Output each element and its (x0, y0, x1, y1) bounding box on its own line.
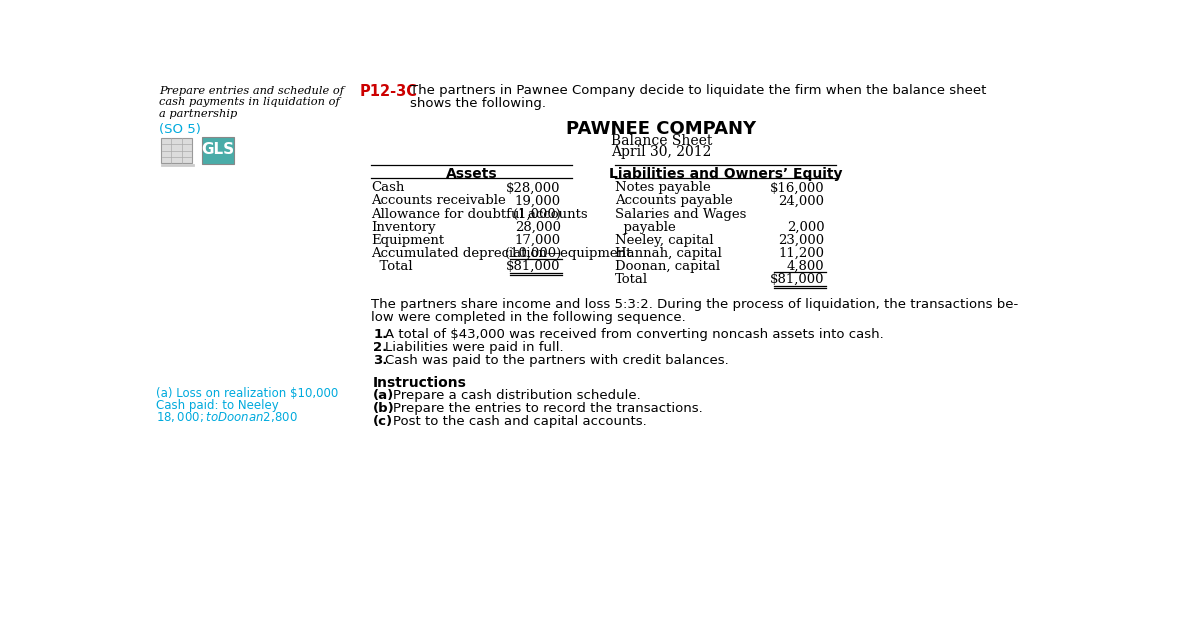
Text: $18,000; to Doonan $2,800: $18,000; to Doonan $2,800 (156, 410, 298, 424)
Text: Inventory: Inventory (371, 220, 436, 233)
Text: (a) Loss on realization $10,000: (a) Loss on realization $10,000 (156, 387, 338, 400)
Text: Liabilities and Owners’ Equity: Liabilities and Owners’ Equity (608, 167, 842, 181)
Text: GLS: GLS (202, 141, 235, 156)
Text: 4,800: 4,800 (787, 260, 824, 273)
Text: low were completed in the following sequence.: low were completed in the following sequ… (371, 310, 685, 324)
Text: Equipment: Equipment (371, 233, 444, 247)
Text: (SO 5): (SO 5) (160, 123, 202, 136)
Text: Assets: Assets (446, 167, 498, 181)
Text: Neeley, capital: Neeley, capital (616, 233, 714, 247)
Text: The partners share income and loss 5:3:2. During the process of liquidation, the: The partners share income and loss 5:3:2… (371, 299, 1018, 311)
Text: P12-3C: P12-3C (359, 85, 418, 100)
Text: 24,000: 24,000 (779, 195, 824, 207)
Text: a partnership: a partnership (160, 109, 238, 119)
Text: Prepare entries and schedule of: Prepare entries and schedule of (160, 86, 344, 96)
Text: (c): (c) (373, 416, 394, 428)
Text: 19,000: 19,000 (515, 195, 560, 207)
Text: (10,000): (10,000) (504, 247, 560, 260)
Text: 23,000: 23,000 (778, 233, 824, 247)
Text: 11,200: 11,200 (779, 247, 824, 260)
Text: Total: Total (371, 260, 413, 273)
Text: PAWNEE COMPANY: PAWNEE COMPANY (566, 120, 756, 138)
Text: Salaries and Wages: Salaries and Wages (616, 208, 746, 220)
Text: Liabilities were paid in full.: Liabilities were paid in full. (385, 341, 564, 354)
Text: Cash paid: to Neeley: Cash paid: to Neeley (156, 399, 278, 411)
Text: A total of $43,000 was received from converting noncash assets into cash.: A total of $43,000 was received from con… (385, 327, 883, 341)
Text: 1.: 1. (373, 327, 388, 341)
Text: Accumulated depreciation—equipment: Accumulated depreciation—equipment (371, 247, 631, 260)
Text: 2.: 2. (373, 341, 388, 354)
Text: 28,000: 28,000 (515, 220, 560, 233)
Text: The partners in Pawnee Company decide to liquidate the firm when the balance she: The partners in Pawnee Company decide to… (409, 85, 986, 98)
Text: 2,000: 2,000 (787, 220, 824, 233)
Text: Allowance for doubtful accounts: Allowance for doubtful accounts (371, 208, 588, 220)
Text: April 30, 2012: April 30, 2012 (611, 145, 712, 159)
Text: 17,000: 17,000 (515, 233, 560, 247)
FancyBboxPatch shape (161, 138, 192, 163)
Text: 3.: 3. (373, 354, 388, 367)
Text: Post to the cash and capital accounts.: Post to the cash and capital accounts. (392, 416, 647, 428)
FancyBboxPatch shape (202, 138, 234, 163)
Text: payable: payable (616, 220, 676, 233)
Text: Accounts receivable: Accounts receivable (371, 195, 505, 207)
Text: Instructions: Instructions (373, 376, 467, 390)
Text: (a): (a) (373, 389, 395, 403)
Text: Balance Sheet: Balance Sheet (611, 133, 712, 148)
Text: Cash: Cash (371, 182, 404, 195)
Text: Accounts payable: Accounts payable (616, 195, 733, 207)
Text: Notes payable: Notes payable (616, 182, 710, 195)
Text: (1,000): (1,000) (512, 208, 560, 220)
Text: Hannah, capital: Hannah, capital (616, 247, 722, 260)
Text: (b): (b) (373, 403, 395, 416)
Text: $28,000: $28,000 (506, 182, 560, 195)
Text: Doonan, capital: Doonan, capital (616, 260, 720, 273)
Text: Prepare the entries to record the transactions.: Prepare the entries to record the transa… (392, 403, 702, 416)
Text: $16,000: $16,000 (769, 182, 824, 195)
Text: cash payments in liquidation of: cash payments in liquidation of (160, 98, 340, 108)
Text: Cash was paid to the partners with credit balances.: Cash was paid to the partners with credi… (385, 354, 728, 367)
Text: Total: Total (616, 273, 648, 286)
Text: $81,000: $81,000 (506, 260, 560, 273)
Text: Prepare a cash distribution schedule.: Prepare a cash distribution schedule. (392, 389, 641, 403)
Text: $81,000: $81,000 (769, 273, 824, 286)
Text: shows the following.: shows the following. (409, 96, 546, 110)
